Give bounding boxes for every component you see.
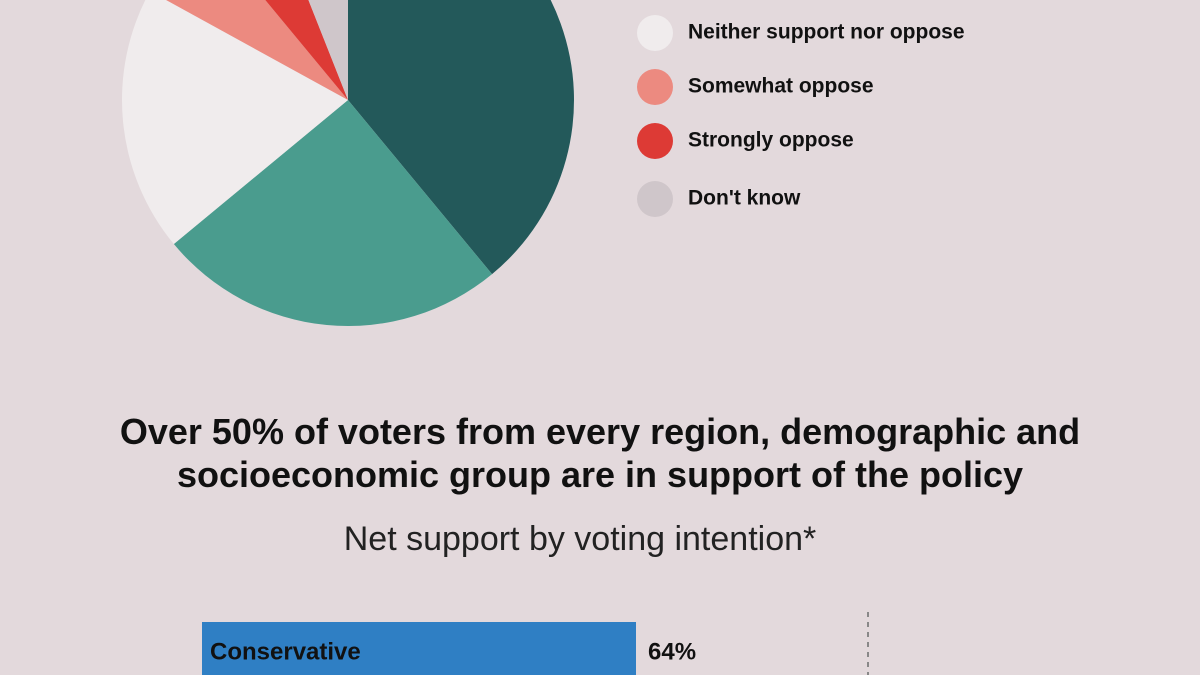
pie-slice [348, 0, 574, 275]
pie-slice [122, 0, 348, 245]
legend-label: Neither support nor oppose [688, 21, 965, 44]
legend-swatch [637, 181, 673, 217]
legend-label: Somewhat oppose [688, 75, 874, 98]
chart-subtitle: Net support by voting intention* [343, 520, 817, 558]
pie-slice [173, 100, 493, 326]
pie-slice [308, 0, 348, 100]
pie-slice [166, 0, 348, 100]
legend-swatch [637, 69, 673, 105]
legend-label: Don't know [688, 187, 801, 210]
bar-value-label: 64% [648, 638, 696, 665]
legend-label: Strongly oppose [688, 129, 854, 152]
pie-slice [265, 0, 348, 100]
legend-swatch [637, 123, 673, 159]
bar-category-label: Conservative [210, 638, 361, 665]
legend-swatch [637, 15, 673, 51]
chart-title: Over 50% of voters from every region, de… [119, 411, 1081, 495]
bar [202, 622, 636, 675]
